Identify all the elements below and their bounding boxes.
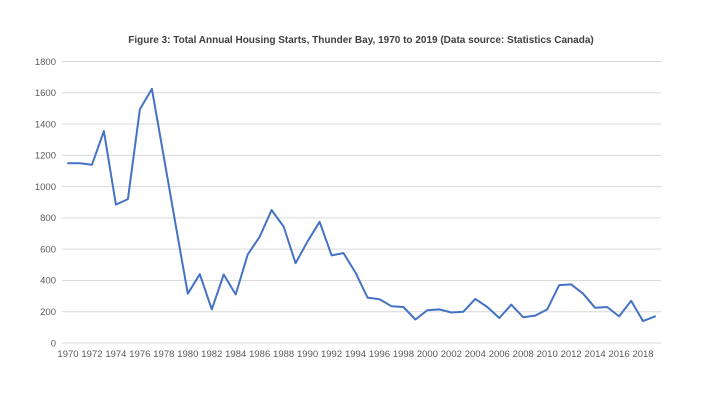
- x-axis-tick-label: 2002: [441, 349, 462, 360]
- y-axis-labels: 0 200 400 600 800 1000 1200 1400 1600 1800: [35, 57, 56, 349]
- x-axis-tick-label: 1976: [129, 349, 150, 360]
- x-axis-tick-label: 1980: [177, 349, 198, 360]
- x-axis-tick-label: 1986: [249, 349, 270, 360]
- x-axis-tick-label: 2004: [465, 349, 486, 360]
- x-axis-tick-label: 2008: [513, 349, 534, 360]
- x-axis-tick-label: 1972: [81, 349, 102, 360]
- x-axis-tick-label: 1990: [297, 349, 318, 360]
- x-axis-tick-label: 2016: [608, 349, 629, 360]
- y-axis-tick-label: 800: [40, 213, 56, 224]
- y-axis-tick-label: 1600: [35, 88, 56, 99]
- y-axis-tick-label: 600: [40, 244, 56, 255]
- x-axis-tick-label: 1970: [57, 349, 78, 360]
- chart-title: Figure 3: Total Annual Housing Starts, T…: [128, 35, 593, 46]
- y-axis-tick-label: 1000: [35, 182, 56, 193]
- x-axis-tick-label: 2006: [489, 349, 510, 360]
- x-axis-tick-label: 1982: [201, 349, 222, 360]
- x-axis-tick-label: 1996: [369, 349, 390, 360]
- y-axis-tick-label: 400: [40, 276, 56, 287]
- y-axis-tick-label: 1400: [35, 119, 56, 130]
- x-axis-tick-label: 1992: [321, 349, 342, 360]
- x-axis-tick-label: 2018: [632, 349, 653, 360]
- x-axis-tick-label: 2014: [585, 349, 606, 360]
- y-axis-tick-label: 200: [40, 307, 56, 318]
- x-axis-tick-label: 2012: [561, 349, 582, 360]
- x-axis-tick-label: 1978: [153, 349, 174, 360]
- x-axis-labels: 1970 1972 1974 1976 1978 1980 1982 1984 1986 1988…: [57, 349, 653, 360]
- x-axis-tick-label: 2000: [417, 349, 438, 360]
- x-axis-tick-label: 2010: [537, 349, 558, 360]
- x-axis-tick-label: 1998: [393, 349, 414, 360]
- y-axis-tick-label: 1800: [35, 57, 56, 68]
- gridlines: [62, 61, 661, 344]
- y-axis-tick-label: 0: [51, 338, 56, 349]
- y-axis-tick-label: 1200: [35, 151, 56, 162]
- x-axis-tick-label: 1988: [273, 349, 294, 360]
- data-line-series: [67, 87, 656, 323]
- x-axis-tick-label: 1984: [225, 349, 246, 360]
- x-axis-tick-label: 1974: [105, 349, 126, 360]
- x-axis-tick-label: 1994: [345, 349, 366, 360]
